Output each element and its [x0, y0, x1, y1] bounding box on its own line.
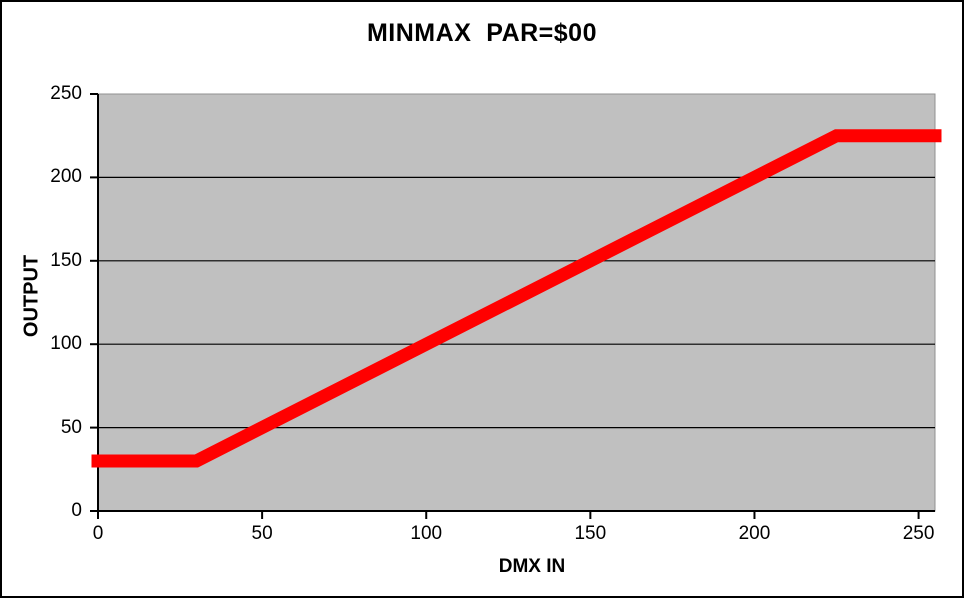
y-tick-label-100: 100 — [50, 333, 82, 355]
x-tick-label-0: 0 — [92, 523, 104, 544]
x-tick-label-150: 150 — [574, 523, 607, 544]
x-tick-label-100: 100 — [410, 523, 443, 544]
y-tick-label-250: 250 — [50, 83, 82, 104]
series-line — [91, 129, 942, 468]
x-axis-title: DMX IN — [498, 556, 566, 577]
x-tick-label-200: 200 — [738, 523, 771, 544]
y-tick-label-150: 150 — [50, 249, 82, 271]
x-tick-label-250: 250 — [902, 523, 935, 544]
y-tick-label-200: 200 — [50, 166, 82, 188]
x-tick-label-50: 50 — [251, 523, 273, 544]
y-tick-label-0: 0 — [71, 500, 82, 521]
y-tick-label-50: 50 — [60, 416, 82, 438]
chart-title: MINMAX PAR=$00 — [366, 19, 597, 47]
